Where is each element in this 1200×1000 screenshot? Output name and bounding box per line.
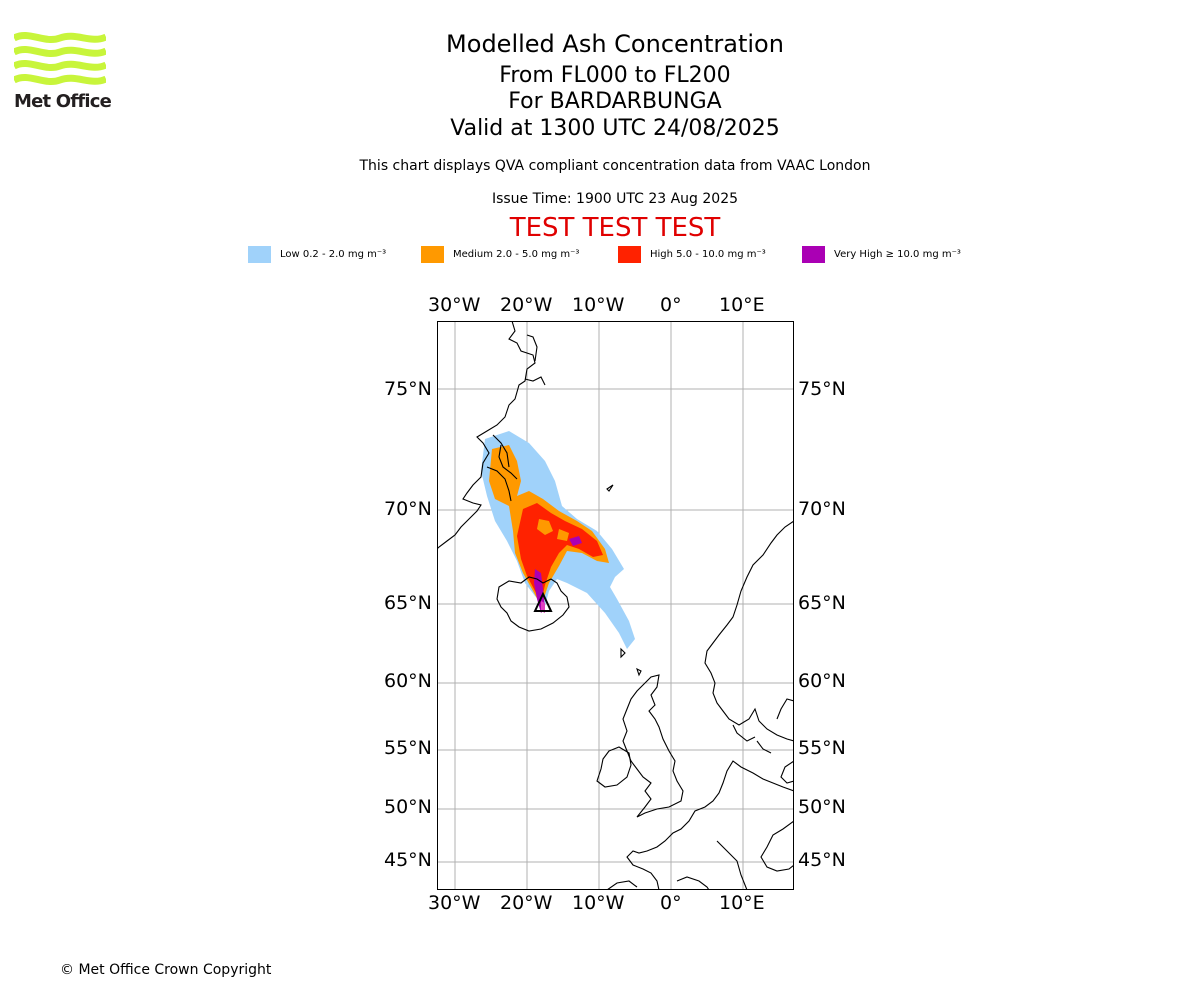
test-banner: TEST TEST TEST (509, 213, 721, 243)
ash-map (437, 321, 794, 890)
legend-label-medium: Medium 2.0 - 5.0 mg m⁻³ (453, 248, 580, 260)
legend-swatch-very-high (802, 245, 825, 263)
great-britain-outline (622, 674, 684, 818)
lon-label-bottom-30w: 30°W (428, 892, 481, 914)
lon-label-bottom-10e: 10°E (719, 892, 765, 914)
flight-levels: From FL000 to FL200 (499, 63, 731, 88)
coastlines (437, 321, 794, 890)
ireland-outline (596, 746, 632, 788)
map-frame (437, 321, 794, 890)
legend-item-high: High 5.0 - 10.0 mg m⁻³ (618, 245, 766, 263)
lon-label-bottom-0: 0° (660, 892, 682, 914)
lat-label-left-50n: 50°N (384, 796, 432, 818)
lon-label-top-20w: 20°W (500, 294, 553, 316)
legend-swatch-medium (421, 245, 444, 263)
logo-text: Met Office (14, 91, 112, 112)
lat-label-left-65n: 65°N (384, 592, 432, 614)
lat-label-left-75n: 75°N (384, 378, 432, 400)
issue-time: Issue Time: 1900 UTC 23 Aug 2025 (491, 191, 739, 207)
lon-label-bottom-20w: 20°W (500, 892, 553, 914)
volcano-triangle-icon (533, 591, 553, 612)
lat-label-right-65n: 65°N (798, 592, 846, 614)
lon-label-bottom-10w: 10°W (572, 892, 625, 914)
lat-label-right-70n: 70°N (798, 498, 846, 520)
legend-label-high: High 5.0 - 10.0 mg m⁻³ (650, 248, 766, 260)
lat-label-right-60n: 60°N (798, 670, 846, 692)
lat-label-right-45n: 45°N (798, 849, 846, 871)
valid-time: Valid at 1300 UTC 24/08/2025 (450, 116, 780, 141)
legend-label-low: Low 0.2 - 2.0 mg m⁻³ (280, 248, 387, 260)
copyright-notice: © Met Office Crown Copyright (60, 962, 272, 978)
legend-item-very-high: Very High ≥ 10.0 mg m⁻³ (802, 245, 961, 263)
page-title: Modelled Ash Concentration (446, 30, 784, 58)
legend-item-medium: Medium 2.0 - 5.0 mg m⁻³ (421, 245, 579, 263)
legend-swatch-high (618, 245, 641, 263)
lat-label-left-55n: 55°N (384, 737, 432, 759)
gridlines (437, 321, 794, 890)
chart-description: This chart displays QVA compliant concen… (359, 158, 871, 174)
lat-label-right-50n: 50°N (798, 796, 846, 818)
legend-label-very-high: Very High ≥ 10.0 mg m⁻³ (834, 248, 961, 260)
lon-label-top-10e: 10°E (719, 294, 765, 316)
lat-label-right-75n: 75°N (798, 378, 846, 400)
lon-label-top-10w: 10°W (572, 294, 625, 316)
lat-label-right-55n: 55°N (798, 737, 846, 759)
met-office-logo-icon (14, 31, 106, 85)
volcano-name: For BARDARBUNGA (508, 89, 722, 114)
lon-label-top-30w: 30°W (428, 294, 481, 316)
lat-label-left-45n: 45°N (384, 849, 432, 871)
lon-label-top-0: 0° (660, 294, 682, 316)
lat-label-left-70n: 70°N (384, 498, 432, 520)
iceland-outline (496, 576, 570, 632)
legend-swatch-low (248, 245, 271, 263)
lat-label-left-60n: 60°N (384, 670, 432, 692)
legend-item-low: Low 0.2 - 2.0 mg m⁻³ (248, 245, 386, 263)
